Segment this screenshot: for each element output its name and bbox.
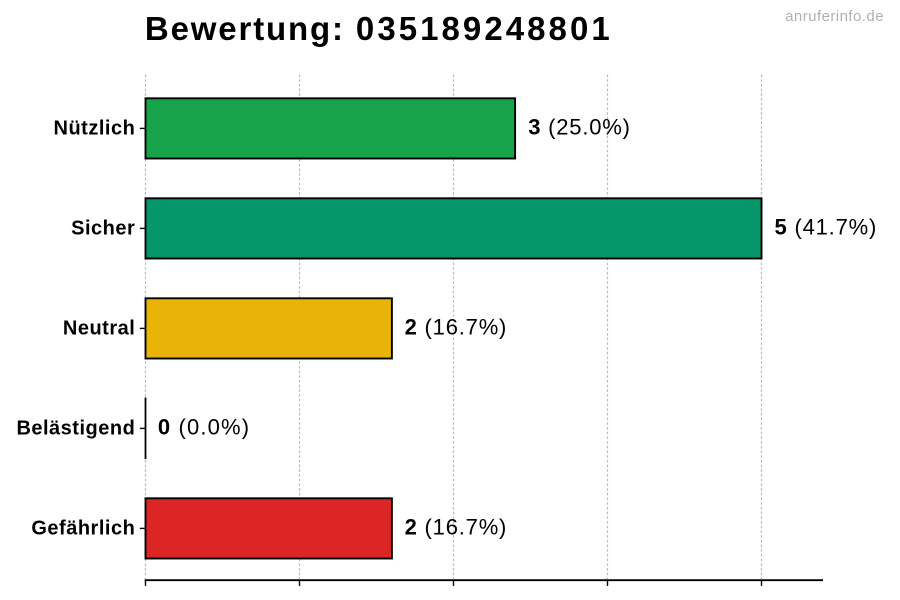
svg-text:Neutral: Neutral [63,318,135,340]
svg-text:Belästigend: Belästigend [16,418,135,440]
svg-text:2 (16.7%): 2 (16.7%) [405,515,508,540]
svg-text:5 (41.7%): 5 (41.7%) [775,215,878,240]
svg-text:anruferinfo.de: anruferinfo.de [785,8,884,25]
svg-text:Nützlich: Nützlich [54,118,136,140]
svg-text:3 (25.0%): 3 (25.0%) [528,115,631,140]
svg-text:0 (0.0%): 0 (0.0%) [158,415,250,440]
svg-text:Sicher: Sicher [71,218,135,240]
svg-text:Bewertung: 035189248801: Bewertung: 035189248801 [145,10,613,47]
svg-text:2 (16.7%): 2 (16.7%) [405,315,508,340]
svg-text:Gefährlich: Gefährlich [31,518,135,540]
